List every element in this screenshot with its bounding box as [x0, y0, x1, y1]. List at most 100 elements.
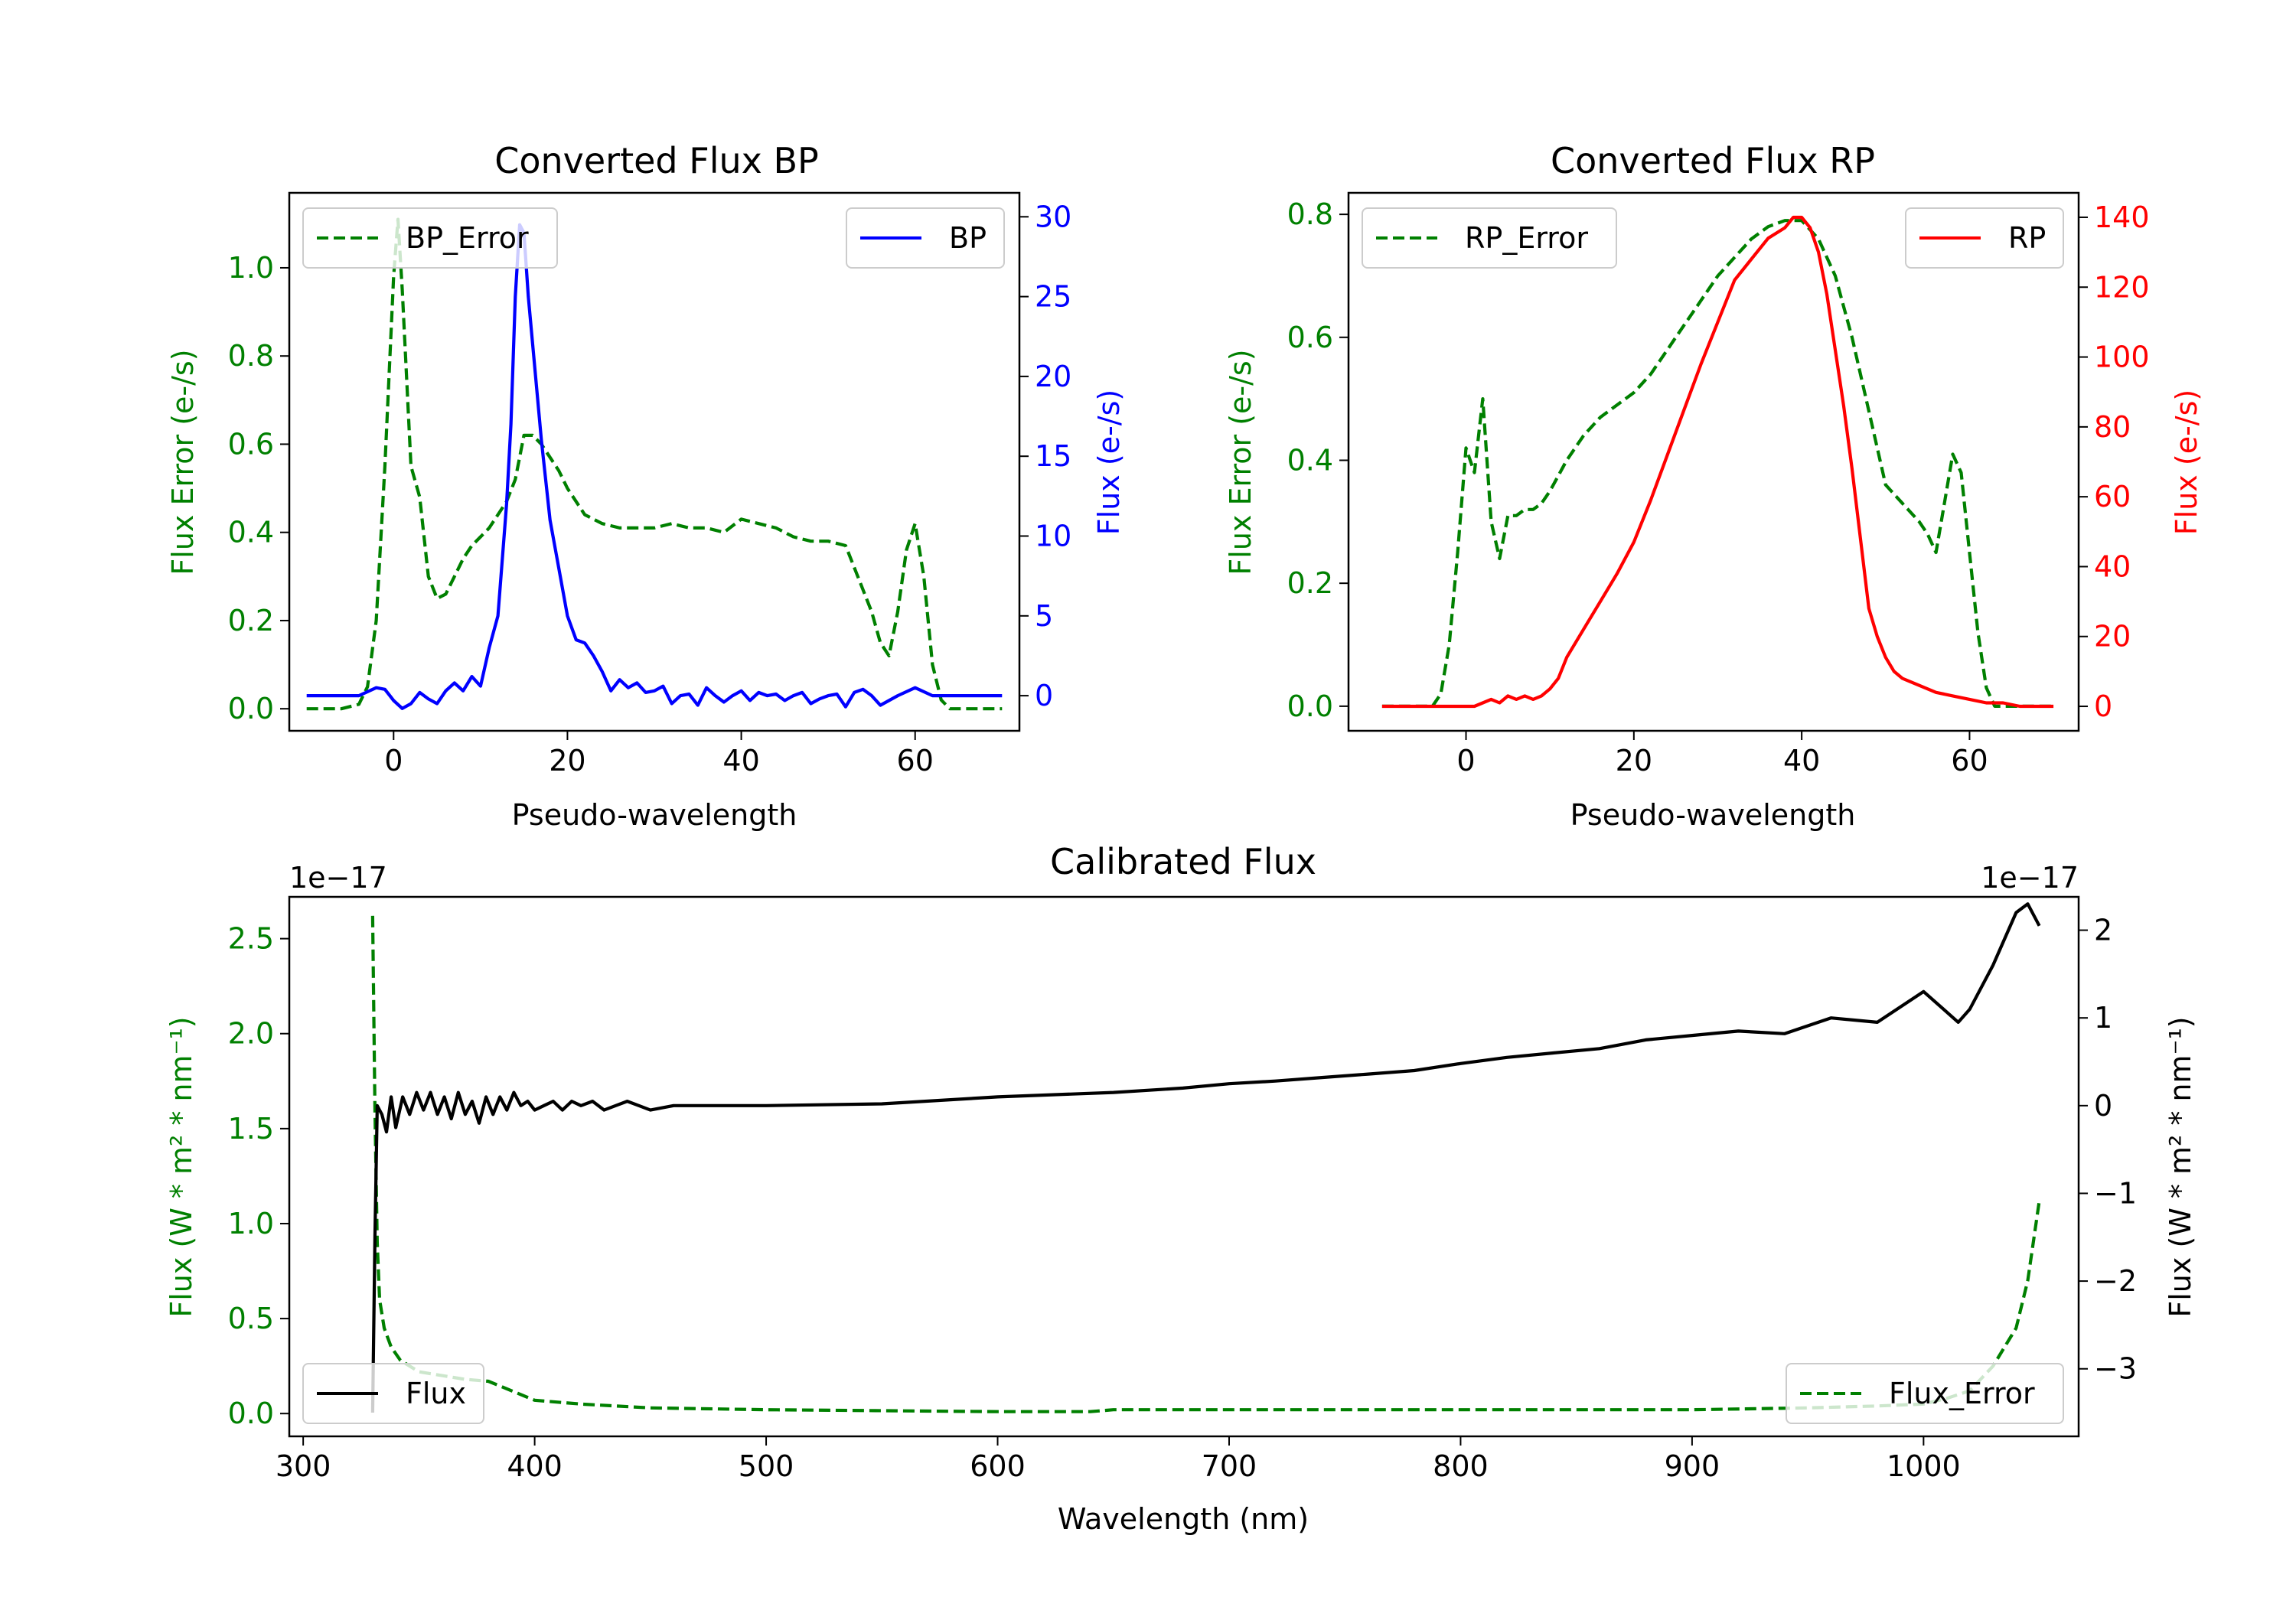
rp-xtick-label: 60	[1951, 744, 1988, 777]
calibrated-ytick-left-label: 2.5	[228, 922, 274, 956]
rp-legend-flux: RP	[1905, 207, 2064, 269]
calibrated-xtick-label: 700	[1202, 1449, 1257, 1483]
rp-ytick-right-label: 100	[2094, 341, 2150, 374]
rp-ytick-left-label: 0.2	[1287, 566, 1333, 600]
cal-offset-left: 1e−17	[289, 861, 387, 895]
bp-ytick-left-label: 0.0	[228, 692, 274, 725]
bp-xtick-label: 0	[384, 744, 403, 777]
rp-ylabel-left: Flux Error (e-/s)	[1224, 349, 1257, 575]
calibrated-xtick-label: 1000	[1887, 1449, 1961, 1483]
calibrated-ytick-right-label: 2	[2094, 914, 2112, 947]
bp-xtick-label: 20	[549, 744, 585, 777]
rp-ticks: 0 20 40 60 0.0 0.2 0.4 0.6 0.8 0 20 40 60 80 100 120 140	[1287, 197, 2150, 777]
rp-title: Converted Flux RP	[1551, 140, 1875, 181]
rp-ytick-right-label: 120	[2094, 270, 2150, 304]
calibrated-xtick-label: 600	[970, 1449, 1026, 1483]
calibrated-xtick-label: 300	[276, 1449, 331, 1483]
calibrated-ytick-right-label: −1	[2094, 1176, 2137, 1210]
cal-frame	[288, 895, 2080, 1438]
panel-rp: Converted Flux RP Pseudo-wavelength Flux…	[1224, 140, 2203, 832]
bp-ylabel-left: Flux Error (e-/s)	[166, 349, 200, 575]
bp-ytick-right-label: 20	[1035, 360, 1071, 393]
bp-ytick-right-label: 5	[1035, 599, 1053, 633]
calibrated-series-flux-error-line	[370, 915, 2041, 1413]
rp-legend-flux-label: RP	[2008, 221, 2046, 255]
cal-legend-flux-label: Flux	[406, 1377, 466, 1410]
calibrated-ytick-right-label: 1	[2094, 1001, 2112, 1035]
calibrated-ytick-left-label: 1.5	[228, 1112, 274, 1146]
calibrated-xtick-label: 900	[1665, 1449, 1720, 1483]
bp-ytick-right-label: 10	[1035, 520, 1071, 553]
cal-ticks: 300 400 500 600 700 800 900 1000 0.0 0.5 1.0 1.5 2.0…	[228, 914, 2137, 1483]
bp-ytick-left-label: 0.4	[228, 516, 274, 549]
bp-series-bp-line	[306, 223, 1003, 710]
cal-plot-area	[370, 902, 2041, 1413]
calibrated-series-flux-line	[370, 902, 2041, 1413]
cal-legend-error: Flux_Error	[1786, 1363, 2064, 1424]
bp-ytick-left-label: 0.2	[228, 604, 274, 637]
rp-xlabel: Pseudo-wavelength	[1570, 798, 1856, 832]
cal-legend-flux-box	[302, 1363, 484, 1424]
rp-legend-error: RP_Error	[1362, 207, 1617, 269]
calibrated-ytick-left-label: 1.0	[228, 1207, 274, 1240]
rp-ytick-left-label: 0.8	[1287, 197, 1333, 231]
rp-legend-error-box	[1362, 207, 1617, 269]
rp-ytick-right-label: 40	[2094, 549, 2131, 583]
cal-offset-right: 1e−17	[1981, 861, 2079, 895]
rp-xtick-label: 40	[1783, 744, 1820, 777]
bp-ytick-right-label: 25	[1035, 280, 1071, 314]
cal-legend-error-box	[1786, 1363, 2064, 1424]
rp-ytick-right-label: 20	[2094, 620, 2131, 654]
rp-ytick-right-label: 140	[2094, 200, 2150, 234]
rp-ytick-left-label: 0.0	[1287, 689, 1333, 723]
rp-ytick-left-label: 0.6	[1287, 321, 1333, 354]
calibrated-ytick-left-label: 2.0	[228, 1017, 274, 1051]
cal-ylabel-left: Flux (W * m² * nm⁻¹)	[165, 1016, 198, 1317]
calibrated-ytick-right-label: −3	[2094, 1352, 2137, 1386]
rp-series-rp-error-line	[1381, 219, 2054, 709]
rp-ytick-right-label: 0	[2094, 689, 2112, 723]
bp-ytick-left-label: 0.6	[228, 427, 274, 461]
bp-xlabel: Pseudo-wavelength	[512, 798, 797, 832]
calibrated-xtick-label: 400	[507, 1449, 563, 1483]
cal-ylabel-right: Flux (W * m² * nm⁻¹)	[2164, 1016, 2197, 1317]
calibrated-ytick-right-label: 0	[2094, 1089, 2112, 1123]
rp-xtick-label: 0	[1456, 744, 1475, 777]
bp-legend-error-label: BP_Error	[406, 221, 529, 255]
rp-ylabel-right: Flux (e-/s)	[2170, 390, 2203, 535]
bp-title: Converted Flux BP	[494, 140, 819, 181]
bp-frame	[288, 191, 1021, 732]
rp-ytick-right-label: 80	[2094, 410, 2131, 444]
rp-xtick-label: 20	[1616, 744, 1652, 777]
rp-ytick-right-label: 60	[2094, 480, 2131, 513]
calibrated-xtick-label: 800	[1433, 1449, 1489, 1483]
calibrated-ytick-right-label: −2	[2094, 1264, 2137, 1298]
rp-plot-area	[1381, 215, 2054, 709]
bp-xtick-label: 40	[722, 744, 759, 777]
rp-legend-flux-box	[1905, 207, 2064, 269]
bp-ytick-right-label: 0	[1035, 679, 1053, 712]
panel-bp: Converted Flux BP Pseudo-wavelength Flux…	[166, 140, 1126, 832]
rp-series-rp-line	[1381, 215, 2054, 709]
bp-plot-area	[306, 217, 1003, 711]
cal-title: Calibrated Flux	[1050, 841, 1316, 882]
bp-ytick-left-label: 1.0	[228, 251, 274, 285]
rp-ytick-left-label: 0.4	[1287, 443, 1333, 477]
rp-frame	[1347, 191, 2080, 732]
cal-legend-flux: Flux	[302, 1363, 484, 1424]
bp-ylabel-right: Flux (e-/s)	[1092, 390, 1126, 535]
cal-legend-error-label: Flux_Error	[1889, 1377, 2035, 1410]
bp-xtick-label: 60	[897, 744, 934, 777]
calibrated-ytick-left-label: 0.0	[228, 1397, 274, 1430]
rp-legend-error-label: RP_Error	[1465, 221, 1588, 255]
calibrated-xtick-label: 500	[739, 1449, 794, 1483]
bp-ytick-right-label: 15	[1035, 439, 1071, 473]
bp-legend-flux-label: BP	[949, 221, 987, 255]
bp-ticks: 0 20 40 60 0.0 0.2 0.4 0.6 0.8 1.0 0 5 10 15 20 25 30	[228, 200, 1072, 777]
cal-xlabel: Wavelength (nm)	[1058, 1502, 1309, 1536]
calibrated-ytick-left-label: 0.5	[228, 1302, 274, 1335]
bp-ytick-left-label: 0.8	[228, 339, 274, 373]
panel-calibrated: Calibrated Flux 1e−17 1e−17 Wavelength (…	[165, 841, 2197, 1536]
bp-ytick-right-label: 30	[1035, 200, 1071, 233]
